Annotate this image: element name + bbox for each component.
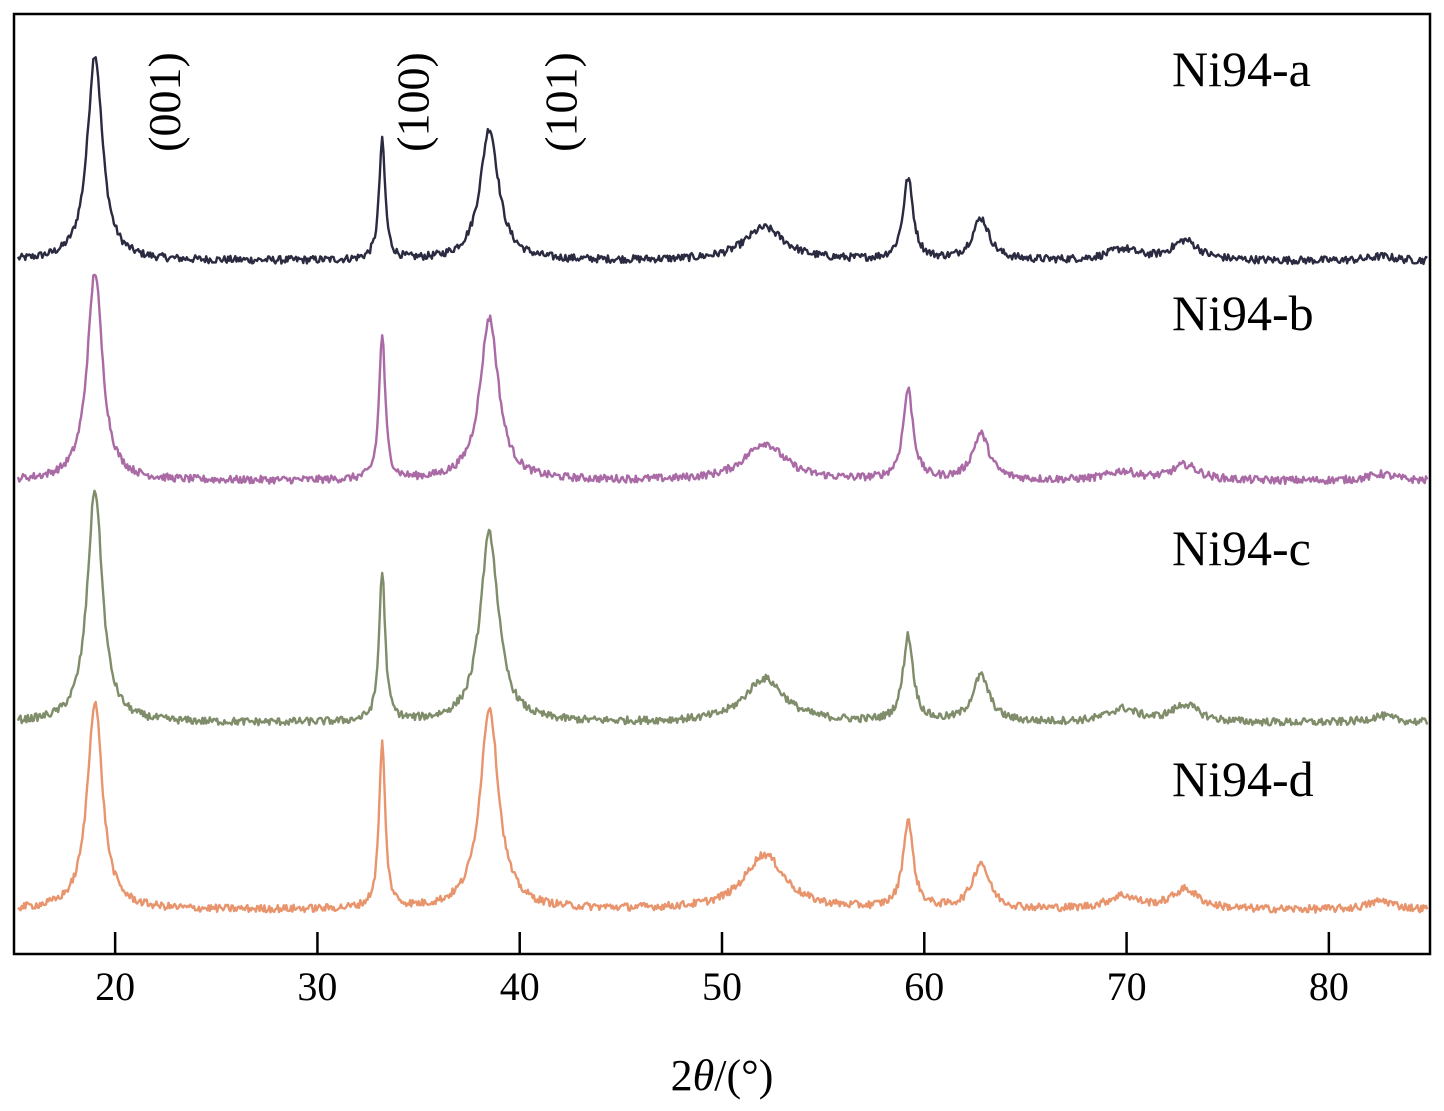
x-tick-label: 20	[95, 964, 135, 1009]
series-line-ni94-b	[16, 273, 1429, 486]
plot-frame	[12, 12, 1432, 956]
x-tick-label: 50	[702, 964, 742, 1009]
series-line-ni94-a	[16, 56, 1428, 266]
series-label-ni94-b: Ni94-b	[1172, 285, 1314, 341]
x-axis-title: 2θ/(°)	[671, 1051, 774, 1100]
series-line-ni94-c	[16, 489, 1429, 727]
series-label-ni94-d: Ni94-d	[1172, 751, 1314, 807]
x-tick-label: 30	[297, 964, 337, 1009]
x-axis-title-prefix: 2	[671, 1051, 693, 1100]
peak-labels-group: (001) (100) (101)	[139, 52, 586, 152]
traces-group	[16, 56, 1429, 914]
x-tick-label: 70	[1107, 964, 1147, 1009]
peak-label: (101)	[535, 52, 586, 152]
series-label-ni94-c: Ni94-c	[1172, 520, 1311, 576]
x-ticks-group: 20 30 40 50 60 70 80	[95, 932, 1349, 1009]
peak-label: (001)	[139, 52, 190, 152]
x-axis-title-theta: θ	[693, 1051, 715, 1100]
series-label-ni94-a: Ni94-a	[1172, 41, 1311, 97]
x-axis-title-suffix: /(°)	[714, 1051, 773, 1100]
x-tick-label: 60	[904, 964, 944, 1009]
series-labels-group: Ni94-a Ni94-b Ni94-c Ni94-d	[1172, 41, 1314, 807]
x-tick-label: 40	[500, 964, 540, 1009]
peak-label: (100)	[388, 52, 439, 152]
x-tick-label: 80	[1309, 964, 1349, 1009]
series-line-ni94-d	[17, 700, 1429, 914]
